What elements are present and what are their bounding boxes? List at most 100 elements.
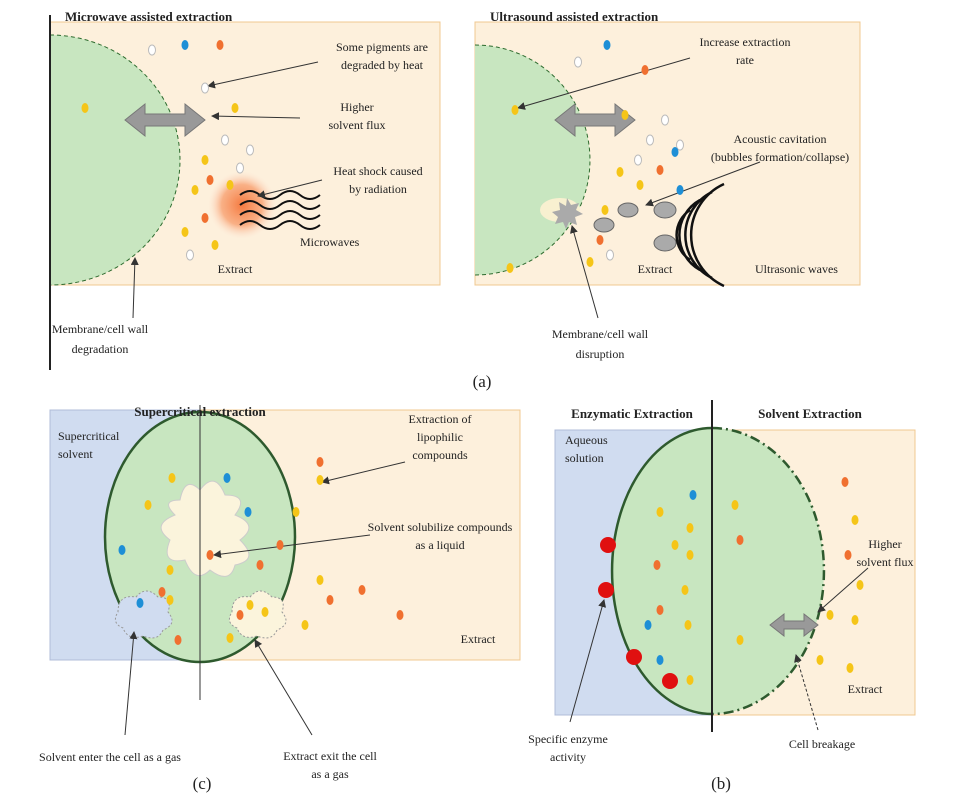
caption: (b) <box>711 774 731 793</box>
label: degraded by heat <box>341 58 424 72</box>
label: Cell breakage <box>789 737 855 751</box>
label: Microwaves <box>300 235 360 249</box>
pigment-dot <box>212 240 219 250</box>
pigment-dot <box>575 57 582 67</box>
label: solution <box>565 451 604 465</box>
pigment-dot <box>657 165 664 175</box>
pigment-dot <box>587 257 594 267</box>
label: Higher <box>868 537 901 551</box>
label: Aqueous <box>565 433 608 447</box>
pigment-dot <box>217 40 224 50</box>
pigment-dot <box>359 585 366 595</box>
pigment-dot <box>207 550 214 560</box>
microwave-panel: Microwave assisted extraction Some pigme… <box>50 9 440 370</box>
pigment-dot <box>277 540 284 550</box>
pigment-dot <box>685 620 692 630</box>
pigment-dot <box>512 105 519 115</box>
pigment-dot <box>732 500 739 510</box>
pigment-dot <box>119 545 126 555</box>
label: Extract exit the cell <box>283 749 377 763</box>
caption: (c) <box>193 774 212 793</box>
panel-title: Enzymatic Extraction <box>571 406 693 421</box>
label: Higher <box>340 100 373 114</box>
pigment-dot <box>232 103 239 113</box>
label: Extract <box>218 262 253 276</box>
panel-title: Ultrasound assisted extraction <box>490 9 659 24</box>
label: Membrane/cell wall <box>552 327 649 341</box>
pigment-dot <box>597 235 604 245</box>
label: (bubbles formation/collapse) <box>711 150 849 164</box>
caption: (a) <box>473 372 492 391</box>
pigment-dot <box>202 155 209 165</box>
label: Extract <box>461 632 496 646</box>
pigment-dot <box>202 213 209 223</box>
label: Some pigments are <box>336 40 428 54</box>
pigment-dot <box>227 633 234 643</box>
label: solvent flux <box>329 118 386 132</box>
pigment-dot <box>317 457 324 467</box>
pigment-dot <box>635 155 642 165</box>
pigment-dot <box>175 635 182 645</box>
pigment-dot <box>222 135 229 145</box>
pigment-dot <box>397 610 404 620</box>
pigment-dot <box>247 145 254 155</box>
pigment-dot <box>654 560 661 570</box>
pigment-dot <box>149 45 156 55</box>
label: solvent flux <box>857 555 914 569</box>
pigment-dot <box>327 595 334 605</box>
pigment-dot <box>845 550 852 560</box>
pigment-dot <box>145 500 152 510</box>
label: Supercritical <box>58 429 120 443</box>
pigment-dot <box>677 185 684 195</box>
label: degradation <box>72 342 129 356</box>
label: lipophilic <box>417 430 463 444</box>
pigment-dot <box>159 587 166 597</box>
pigment-dot <box>82 103 89 113</box>
pigment-dot <box>637 180 644 190</box>
pigment-dot <box>737 635 744 645</box>
pigment-dot <box>207 175 214 185</box>
pigment-dot <box>262 607 269 617</box>
enzymatic-solvent-panel: Enzymatic Extraction Solvent Extraction … <box>528 400 915 793</box>
label: Specific enzyme <box>528 732 608 746</box>
label: as a gas <box>311 767 349 781</box>
panel-title: Solvent Extraction <box>758 406 862 421</box>
pigment-dot <box>642 65 649 75</box>
pigment-dot <box>604 40 611 50</box>
pigment-dot <box>192 185 199 195</box>
label: compounds <box>412 448 468 462</box>
pigment-dot <box>202 83 209 93</box>
pigment-dot <box>645 620 652 630</box>
label: rate <box>736 53 754 67</box>
label: Extract <box>848 682 883 696</box>
pigment-dot <box>237 163 244 173</box>
label: Extraction of <box>409 412 472 426</box>
pigment-dot <box>224 473 231 483</box>
pigment-dot <box>847 663 854 673</box>
figure: Microwave assisted extraction Some pigme… <box>0 0 965 797</box>
pigment-dot <box>167 565 174 575</box>
pigment-dot <box>690 490 697 500</box>
pigment-dot <box>817 655 824 665</box>
pigment-dot <box>302 620 309 630</box>
pigment-dot <box>247 600 254 610</box>
pigment-dot <box>687 675 694 685</box>
pigment-dot <box>317 475 324 485</box>
pigment-dot <box>672 540 679 550</box>
pigment-dot <box>137 598 144 608</box>
label: activity <box>550 750 586 764</box>
panel-title: Supercritical extraction <box>134 404 266 419</box>
label: as a liquid <box>415 538 464 552</box>
pigment-dot <box>167 595 174 605</box>
pigment-dot <box>622 110 629 120</box>
pigment-dot <box>852 615 859 625</box>
pigment-dot <box>827 610 834 620</box>
pigment-dot <box>737 535 744 545</box>
pigment-dot <box>617 167 624 177</box>
pigment-dot <box>657 605 664 615</box>
pigment-dot <box>245 507 252 517</box>
pigment-dot <box>182 227 189 237</box>
supercritical-panel: Supercritical extraction Supercritical s… <box>39 404 520 793</box>
pigment-dot <box>607 250 614 260</box>
pigment-dot <box>182 40 189 50</box>
